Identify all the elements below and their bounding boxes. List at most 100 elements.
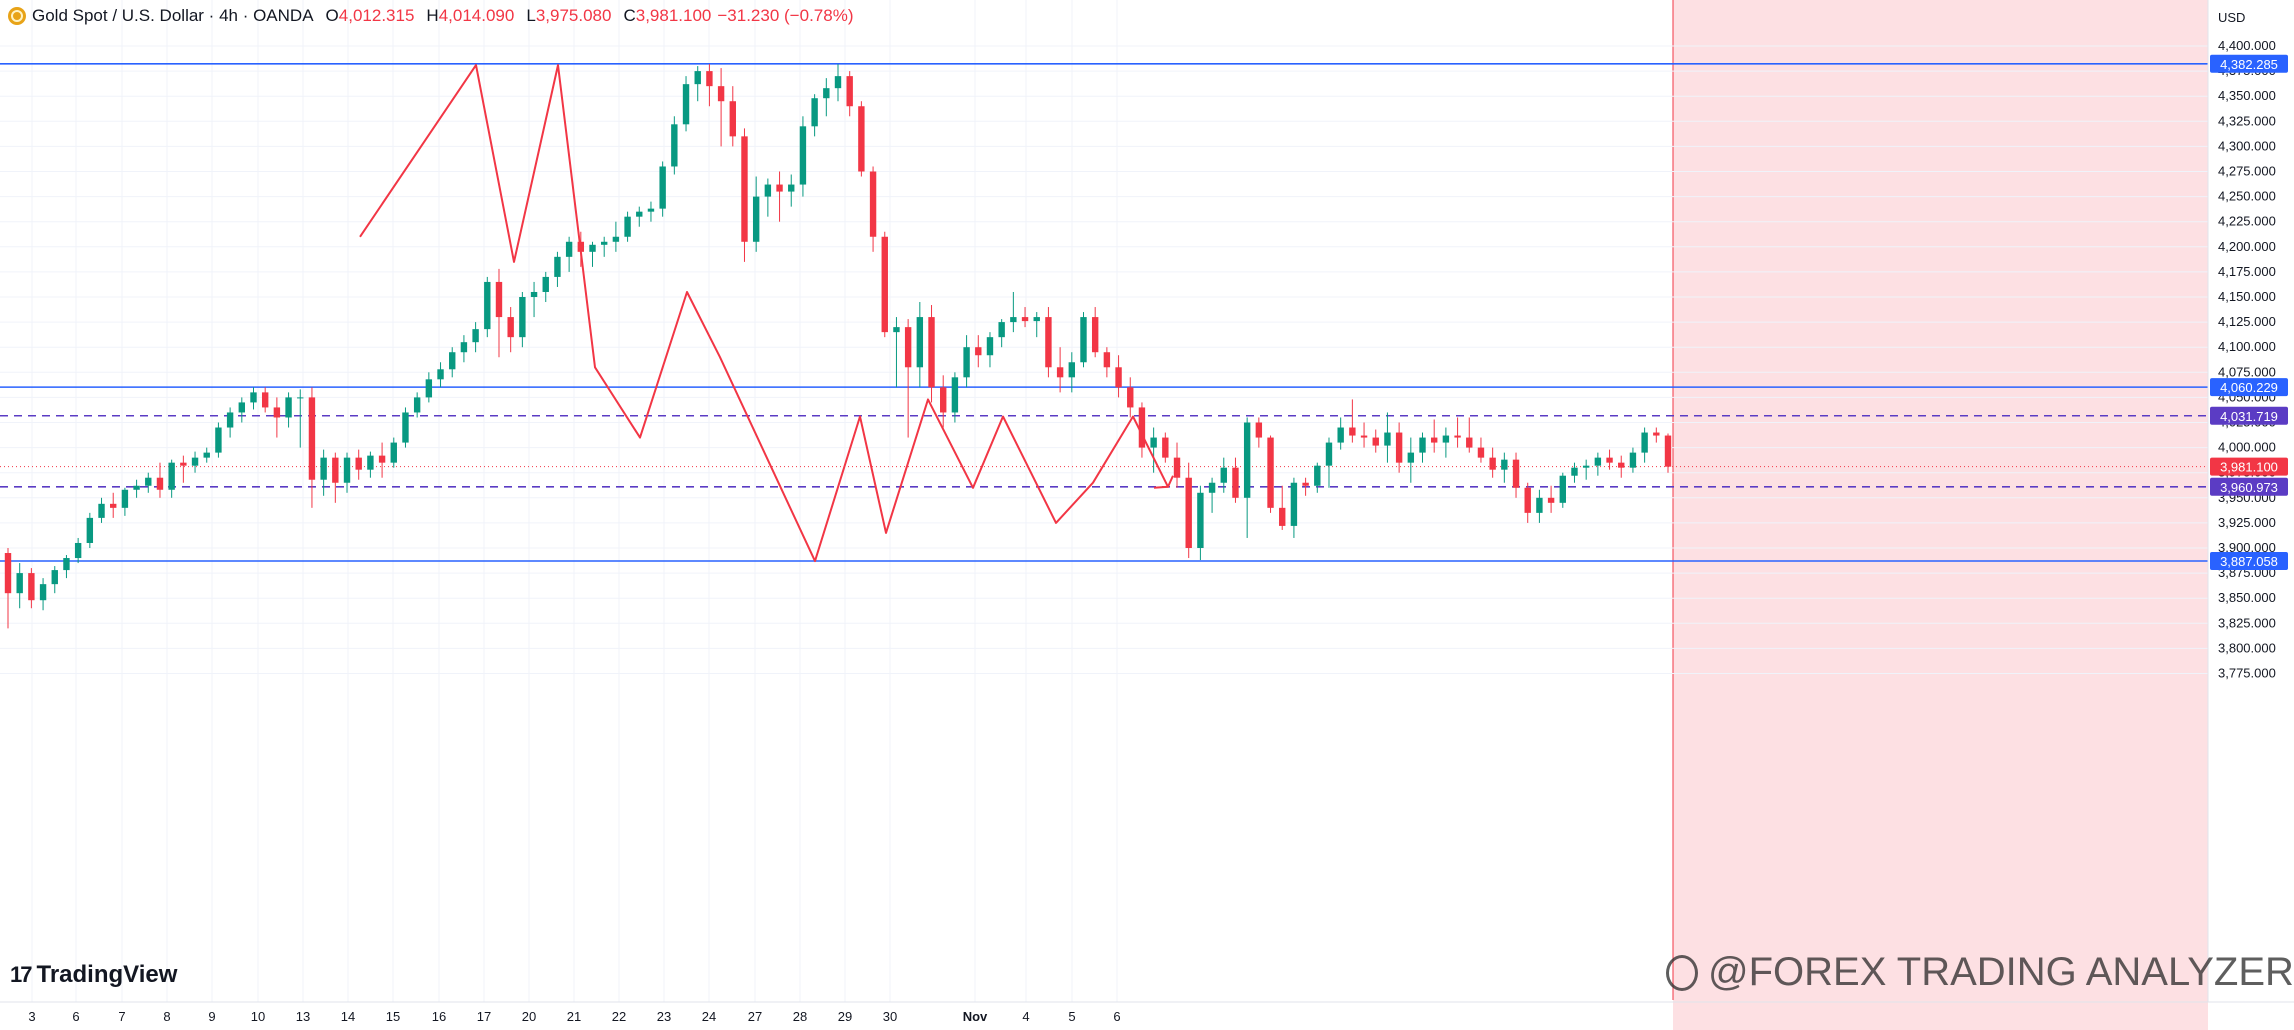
candle-body — [1302, 482, 1309, 486]
candle-body — [226, 412, 234, 428]
candle-body — [63, 558, 70, 571]
candle-body — [449, 352, 456, 370]
candle-body — [741, 136, 748, 242]
x-tick-label: 30 — [883, 1009, 897, 1024]
tradingview-logo[interactable]: 17 TradingView — [10, 961, 177, 989]
candle-body — [963, 347, 970, 378]
watermark: @FOREX TRADING ANALYZER — [1666, 950, 2294, 995]
candle-body — [110, 503, 117, 508]
candle-body — [1045, 317, 1052, 368]
candle-body — [495, 281, 503, 318]
candle-body — [413, 397, 421, 413]
candle-body — [682, 84, 690, 125]
candle-body — [332, 457, 339, 483]
open-value: 4,012.315 — [338, 6, 415, 25]
candle-body — [1547, 497, 1555, 503]
candle-body — [1173, 457, 1181, 478]
price-axis[interactable] — [2208, 0, 2294, 1002]
x-tick-label: 29 — [838, 1009, 852, 1024]
candle-body — [1419, 437, 1426, 453]
high-label: H — [426, 6, 439, 25]
y-tick-label: 4,300.000 — [2218, 138, 2276, 153]
candle-body — [928, 317, 935, 388]
candle-body — [671, 124, 678, 167]
price-level-tag-label: 4,031.719 — [2220, 409, 2278, 424]
candle-body — [940, 387, 947, 413]
candle-body — [1325, 442, 1333, 466]
candle-body — [811, 98, 818, 127]
watermark-icon — [1666, 954, 1698, 991]
candle-body — [355, 457, 362, 470]
candle-body — [834, 76, 842, 89]
candle-body — [554, 256, 561, 277]
tradingview-logo-text: TradingView — [36, 961, 178, 988]
x-tick-label: 15 — [386, 1009, 400, 1024]
candle-body — [133, 485, 140, 490]
x-tick-label: 27 — [748, 1009, 762, 1024]
y-tick-label: 4,250.000 — [2218, 189, 2276, 204]
candle-body — [460, 342, 468, 353]
candle-body — [986, 337, 994, 356]
candle-body — [1629, 452, 1637, 468]
low-label: L — [526, 6, 536, 25]
candle-body — [1103, 352, 1111, 368]
candle-body — [51, 570, 58, 585]
candle-body — [636, 211, 643, 217]
candle-body — [343, 457, 351, 483]
candle-body — [39, 584, 47, 601]
y-tick-label: 4,075.000 — [2218, 364, 2276, 379]
candle-body — [1232, 467, 1239, 498]
candle-body — [729, 101, 736, 137]
candlestick-series[interactable] — [4, 64, 1672, 629]
candle-body — [273, 407, 281, 418]
candle-body — [1033, 317, 1040, 322]
candle-body — [788, 184, 795, 192]
candle-body — [1430, 437, 1438, 443]
candle-body — [1618, 462, 1625, 468]
candle-body — [893, 327, 900, 333]
x-tick-label: 5 — [1068, 1009, 1075, 1024]
price-tags: 4,382.285 4,060.229 4,031.719 3,960.973 3,88… — [2210, 54, 2288, 570]
candle-body — [1606, 457, 1613, 463]
x-tick-label: Nov — [963, 1009, 988, 1024]
candle-body — [320, 457, 327, 480]
y-tick-label: 3,800.000 — [2218, 640, 2276, 655]
x-tick-label: 7 — [118, 1009, 125, 1024]
zigzag-pattern[interactable] — [359, 64, 1174, 563]
y-tick-label: 4,225.000 — [2218, 214, 2276, 229]
candle-body — [1372, 437, 1379, 446]
candle-body — [904, 327, 912, 368]
candle-body — [472, 329, 479, 343]
candle-body — [1582, 465, 1590, 468]
y-tick-label: 4,350.000 — [2218, 88, 2276, 103]
candle-body — [1138, 407, 1146, 448]
candle-body — [706, 71, 713, 87]
candle-body — [764, 184, 772, 197]
candle-body — [530, 291, 538, 297]
candle-body — [717, 86, 725, 102]
candle-body — [297, 397, 304, 399]
y-tick-label: 4,125.000 — [2218, 314, 2276, 329]
candle-body — [191, 457, 199, 466]
candle-body — [1314, 465, 1321, 486]
candle-body — [1477, 447, 1485, 458]
y-tick-label: 4,175.000 — [2218, 264, 2276, 279]
open-label: O — [325, 6, 339, 25]
y-tick-label: 3,825.000 — [2218, 615, 2276, 630]
low-value: 3,975.080 — [535, 6, 612, 25]
candle-body — [1466, 437, 1473, 448]
symbol-title[interactable]: Gold Spot / U.S. Dollar · 4h · OANDA — [32, 6, 314, 25]
candle-body — [367, 455, 374, 470]
x-tick-label: 8 — [163, 1009, 170, 1024]
y-tick-label: 3,850.000 — [2218, 590, 2276, 605]
x-tick-label: 9 — [208, 1009, 215, 1024]
x-axis-ticks: 3 6 7 8 9 10 13 14 15 16 17 20 21 22 23 24 27 28 29 30 Nov 4 5… — [28, 1009, 1120, 1024]
candle-body — [1384, 432, 1391, 446]
candle-body — [846, 76, 853, 107]
candle-body — [1407, 452, 1415, 463]
candle-body — [1524, 487, 1531, 513]
candle-body — [402, 412, 409, 443]
x-tick-label: 4 — [1022, 1009, 1029, 1024]
close-label: C — [623, 6, 636, 25]
